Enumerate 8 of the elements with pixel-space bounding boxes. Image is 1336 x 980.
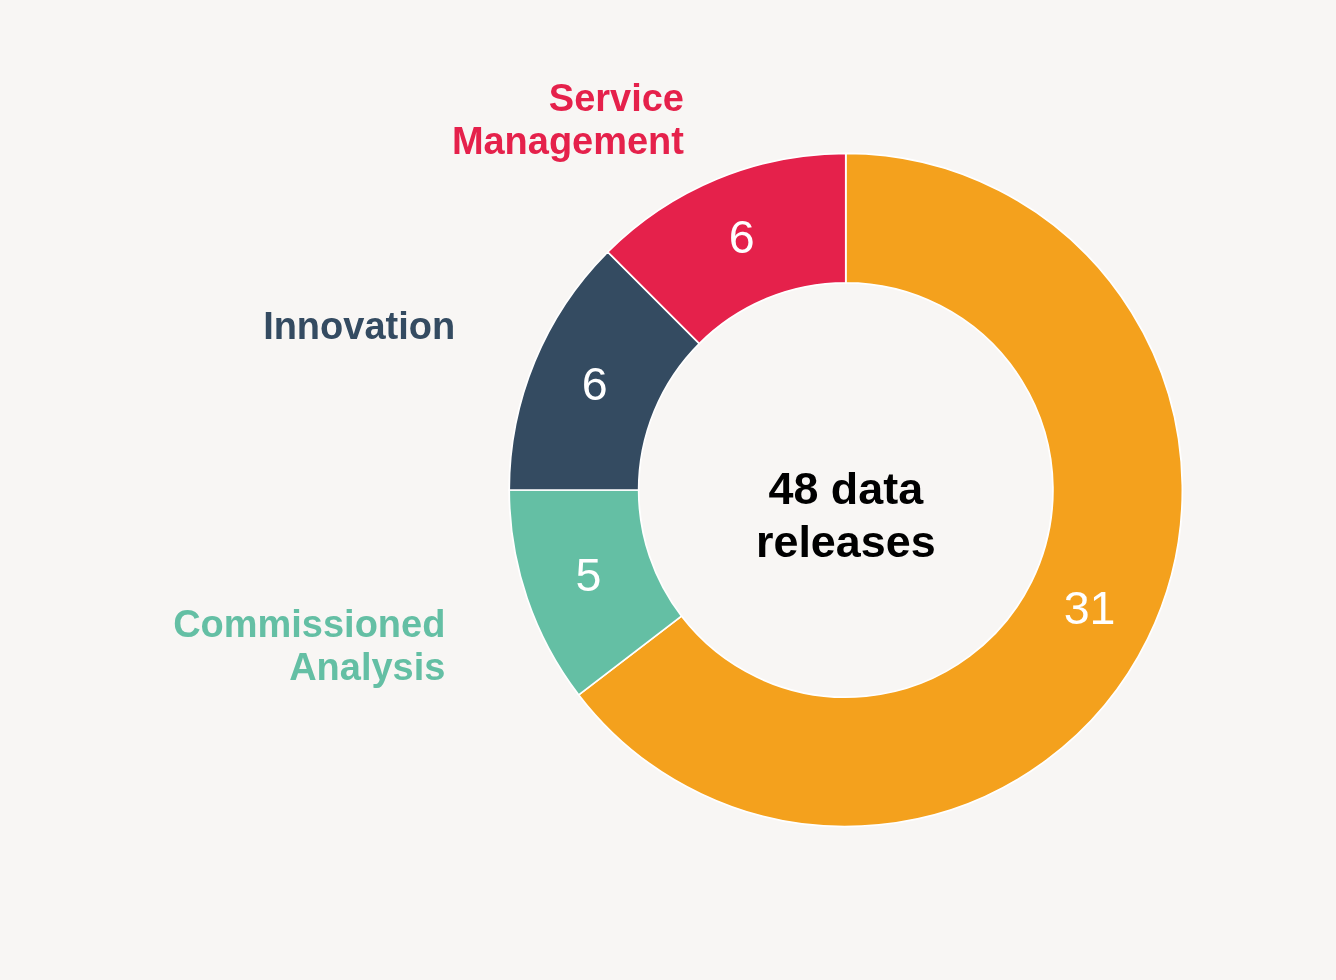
data-label: 31: [1063, 582, 1116, 635]
slice-label: Commissioned Analysis: [173, 603, 446, 689]
slice-label: Service Management: [451, 76, 685, 162]
text: 48 data releases: [755, 462, 936, 568]
data-label: 5: [575, 549, 602, 602]
data-label: 6: [581, 357, 608, 410]
slice-label: Innovation: [263, 305, 456, 348]
data-label: 6: [728, 210, 755, 263]
